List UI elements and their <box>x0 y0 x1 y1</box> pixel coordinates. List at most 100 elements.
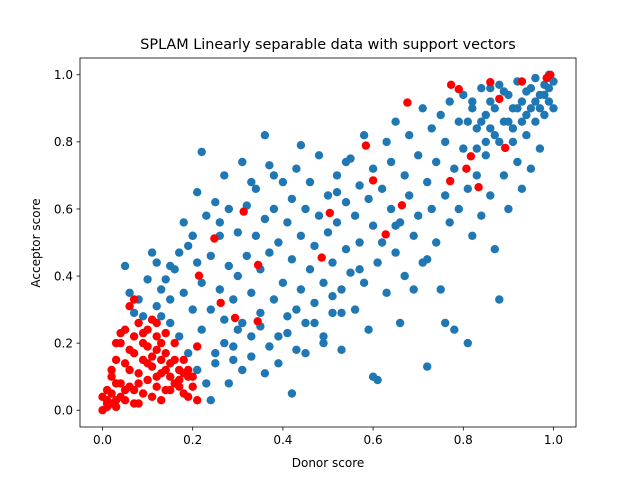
data-point <box>134 369 143 378</box>
data-point <box>129 349 139 358</box>
data-point <box>166 385 175 395</box>
y-tick-label: 0.8 <box>54 135 73 149</box>
data-point <box>129 399 139 408</box>
data-point <box>120 385 130 395</box>
data-point <box>251 231 261 240</box>
data-point <box>490 131 499 140</box>
data-point <box>501 143 510 153</box>
data-point <box>368 221 378 230</box>
data-point <box>179 355 188 365</box>
data-point <box>143 359 152 368</box>
data-point <box>490 104 499 113</box>
data-point <box>260 131 270 140</box>
data-point <box>215 285 224 294</box>
data-point <box>188 372 197 381</box>
data-point <box>202 379 211 388</box>
data-point <box>238 318 247 328</box>
data-point <box>161 349 170 358</box>
data-point <box>138 389 148 398</box>
data-point <box>355 265 364 274</box>
data-point <box>157 285 166 294</box>
data-point <box>526 84 536 93</box>
data-point <box>409 231 418 240</box>
data-point <box>175 248 184 257</box>
data-point <box>229 342 238 351</box>
data-point <box>143 375 152 385</box>
data-point <box>450 325 459 334</box>
data-point <box>477 117 486 126</box>
data-point <box>405 191 414 200</box>
data-point <box>472 124 481 133</box>
data-point <box>211 198 220 207</box>
data-point <box>260 214 270 224</box>
data-point <box>161 328 170 338</box>
data-point <box>544 97 554 106</box>
data-point <box>472 171 481 180</box>
data-point <box>463 117 472 126</box>
data-point <box>423 362 432 371</box>
data-point <box>138 328 148 338</box>
data-point <box>526 164 536 173</box>
data-point <box>129 295 139 304</box>
data-point <box>152 382 161 391</box>
data-point <box>161 275 170 284</box>
data-point <box>138 312 148 321</box>
data-point <box>397 201 407 210</box>
data-point <box>332 188 342 197</box>
data-point <box>166 261 175 271</box>
data-point <box>233 228 242 237</box>
data-point <box>301 204 310 214</box>
data-point <box>296 285 306 294</box>
data-point <box>377 184 387 193</box>
data-point <box>116 328 125 338</box>
data-point <box>188 382 197 391</box>
data-point <box>441 137 450 147</box>
data-point <box>481 110 490 120</box>
data-point <box>179 218 188 227</box>
data-point <box>544 84 554 93</box>
data-point <box>441 191 450 200</box>
data-point <box>125 302 134 311</box>
data-point <box>454 117 463 126</box>
data-point <box>382 137 391 147</box>
data-point <box>535 104 545 113</box>
data-point <box>445 218 454 227</box>
data-point <box>247 177 256 187</box>
y-tick-label: 0.6 <box>54 202 73 216</box>
data-point <box>463 338 472 348</box>
data-point <box>166 295 175 304</box>
data-point <box>310 241 319 251</box>
data-point <box>517 117 527 126</box>
data-point <box>486 191 495 200</box>
data-point <box>274 238 283 247</box>
data-point <box>341 157 351 167</box>
data-point <box>540 110 549 120</box>
data-point <box>296 231 306 240</box>
data-point <box>111 355 121 365</box>
data-point <box>535 144 545 153</box>
data-point <box>229 295 238 304</box>
data-point <box>193 342 202 351</box>
data-point <box>445 97 454 106</box>
data-point <box>125 288 134 297</box>
data-point <box>414 151 423 160</box>
data-point <box>197 325 206 334</box>
data-point <box>391 248 400 257</box>
data-point <box>504 117 513 126</box>
data-point <box>436 285 445 294</box>
points-layer <box>98 70 558 415</box>
data-point <box>409 285 418 294</box>
y-axis-label: Acceptor score <box>29 198 43 287</box>
data-point <box>454 204 463 214</box>
x-tick-label: 0.8 <box>454 433 473 447</box>
data-point <box>233 325 242 334</box>
data-point <box>341 198 351 207</box>
data-point <box>188 231 197 240</box>
data-point <box>253 260 263 270</box>
data-point <box>265 161 274 170</box>
data-point <box>531 117 540 126</box>
data-point <box>531 97 540 106</box>
data-point <box>368 372 378 381</box>
data-point <box>400 271 409 281</box>
